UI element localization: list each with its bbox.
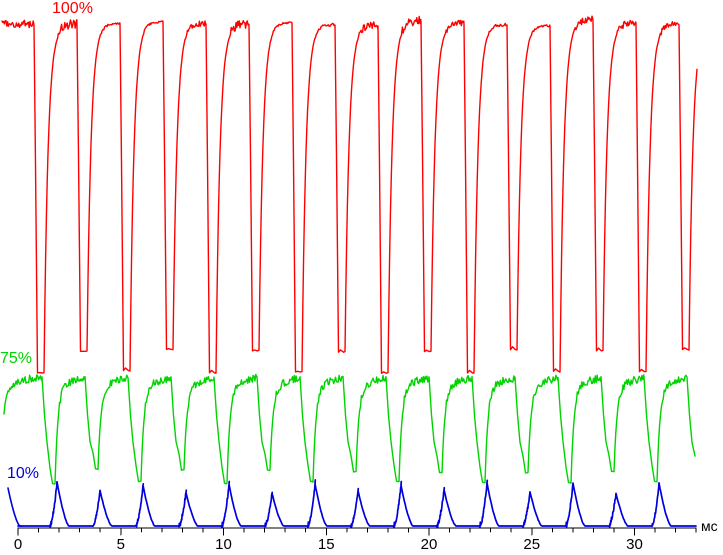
series-10-partial bbox=[7, 487, 22, 527]
series-label-10: 10% bbox=[7, 465, 40, 482]
series-label-100: 100% bbox=[52, 0, 93, 17]
x-tick-label-5: 5 bbox=[116, 536, 125, 553]
x-axis bbox=[17, 527, 697, 536]
series-10-trace bbox=[17, 479, 697, 529]
series-100-trace bbox=[1, 15, 698, 374]
x-tick-label-15: 15 bbox=[317, 536, 335, 553]
series-75-trace bbox=[3, 373, 696, 485]
x-tick-label-20: 20 bbox=[420, 536, 438, 553]
x-tick-label-10: 10 bbox=[215, 536, 232, 553]
series-label-75: 75% bbox=[0, 350, 33, 367]
x-tick-label-30: 30 bbox=[626, 536, 643, 553]
x-tick-label-25: 25 bbox=[523, 536, 541, 553]
x-tick-label-0: 0 bbox=[13, 536, 23, 553]
x-axis-unit-label: мс bbox=[701, 518, 718, 534]
